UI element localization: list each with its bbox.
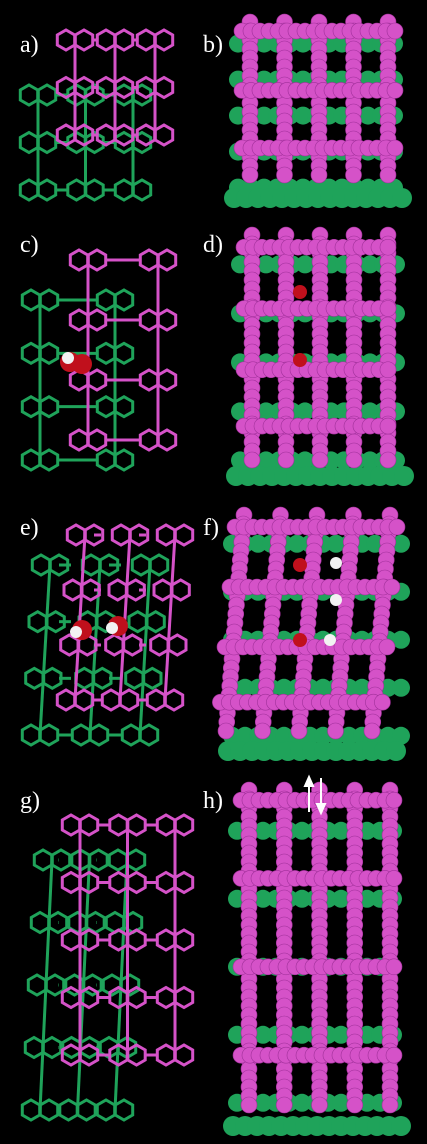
atom-pink	[380, 362, 396, 378]
panel-label: b)	[203, 32, 223, 58]
atom-pink	[374, 694, 390, 710]
atom-pink	[364, 723, 380, 739]
panel-label: h)	[203, 788, 223, 814]
space-filling-model	[226, 227, 414, 486]
atom-pink	[386, 959, 402, 975]
guest-hydrogen	[62, 352, 74, 364]
atom-pink	[244, 452, 260, 468]
atom-pink	[346, 452, 362, 468]
guest-hydrogen	[324, 634, 336, 646]
atom-pink	[387, 140, 403, 156]
panel-label: e)	[20, 515, 39, 541]
atom-pink	[312, 452, 328, 468]
atom-pink	[278, 452, 294, 468]
atom-pink	[380, 418, 396, 434]
atom-pink	[380, 452, 396, 468]
atom-pink	[380, 239, 396, 255]
atom-pink	[389, 519, 405, 535]
guest-atom	[293, 558, 307, 572]
atom-green	[386, 741, 406, 761]
atom-pink	[380, 301, 396, 317]
atom-pink	[347, 1097, 363, 1113]
atom-pink	[311, 167, 327, 183]
guest-hydrogen	[106, 622, 118, 634]
atom-pink	[387, 23, 403, 39]
atom-pink	[384, 579, 400, 595]
space-filling-model	[224, 14, 412, 208]
atom-green	[392, 679, 410, 697]
atom-pink	[386, 870, 402, 886]
atom-pink	[386, 792, 402, 808]
panel-label: f)	[203, 515, 219, 541]
atom-green	[392, 188, 412, 208]
atom-pink	[241, 1097, 257, 1113]
atom-pink	[255, 723, 271, 739]
atom-green	[394, 466, 414, 486]
atom-pink	[242, 167, 258, 183]
guest-hydrogen	[330, 557, 342, 569]
guest-atom	[293, 285, 307, 299]
panel-label: g)	[20, 788, 40, 814]
atom-green	[391, 1116, 411, 1136]
guest-atom	[293, 633, 307, 647]
atom-pink	[276, 1097, 292, 1113]
atom-pink	[379, 639, 395, 655]
atom-pink	[218, 723, 234, 739]
panel-label: d)	[203, 232, 223, 258]
atom-pink	[346, 167, 362, 183]
atom-pink	[277, 167, 293, 183]
guest-atom	[293, 353, 307, 367]
atom-pink	[380, 167, 396, 183]
figure: a) b) c) d) e) f) g) h)	[0, 0, 427, 1144]
page: a) b) c) d) e) f) g) h) (() => { const d…	[0, 0, 427, 1144]
panel-label: c)	[20, 232, 39, 258]
atom-pink	[382, 1097, 398, 1113]
guest-hydrogen	[70, 626, 82, 638]
space-filling-model	[223, 782, 411, 1136]
atom-pink	[291, 723, 307, 739]
atom-pink	[386, 1047, 402, 1063]
atom-pink	[312, 1097, 328, 1113]
stick-model	[57, 30, 172, 145]
panel-label: a)	[20, 32, 39, 58]
guest-atom	[72, 354, 92, 374]
guest-hydrogen	[330, 594, 342, 606]
atom-pink	[328, 723, 344, 739]
atom-pink	[387, 82, 403, 98]
